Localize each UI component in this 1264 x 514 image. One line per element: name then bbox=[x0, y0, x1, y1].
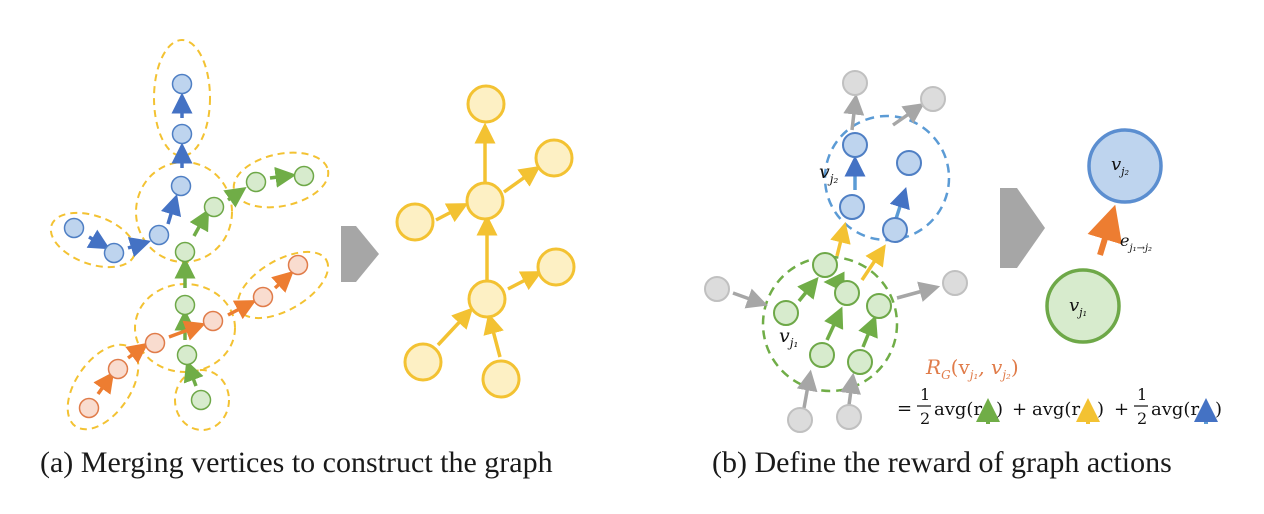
blue-node bbox=[843, 133, 867, 157]
fraction-denominator: 2 bbox=[920, 409, 930, 428]
blue-node bbox=[172, 177, 191, 196]
green-node bbox=[176, 243, 195, 262]
merged-node bbox=[397, 204, 433, 240]
green-node bbox=[813, 253, 837, 277]
term-avg: avg(r bbox=[1032, 399, 1080, 420]
orange-node bbox=[80, 399, 99, 418]
merge-groups bbox=[43, 40, 338, 442]
green-node bbox=[848, 350, 872, 374]
green-node bbox=[178, 346, 197, 365]
merged-node bbox=[405, 344, 441, 380]
green-node bbox=[810, 343, 834, 367]
gray-node bbox=[921, 87, 945, 111]
vertex-j2-label: vj₂ bbox=[819, 161, 838, 186]
green-node bbox=[192, 391, 211, 410]
blue-node bbox=[840, 195, 864, 219]
merged-node bbox=[467, 183, 503, 219]
term-avg: avg(r bbox=[1151, 399, 1199, 420]
merged-node bbox=[468, 86, 504, 122]
gray-node bbox=[788, 408, 812, 432]
caption-b: (b) Define the reward of graph actions bbox=[712, 446, 1172, 480]
fraction-numerator: 1 bbox=[1137, 385, 1147, 404]
orange-node bbox=[204, 312, 223, 331]
green-node bbox=[176, 296, 195, 315]
caption-a: (a) Merging vertices to construct the gr… bbox=[40, 446, 553, 480]
panel-b-abstract: vj₂ vj₁ ej₁→j₂ bbox=[1047, 130, 1161, 342]
merged-node bbox=[536, 140, 572, 176]
merge-group bbox=[229, 145, 334, 216]
merged-node bbox=[469, 281, 505, 317]
vertex-j1-label: vj₁ bbox=[779, 325, 798, 350]
reward-formula: RG(vj₁, vj₂) = 1 2 avg(r ) + avg(r ) + 1… bbox=[897, 355, 1222, 428]
blue-node bbox=[65, 219, 84, 238]
merged-node bbox=[538, 249, 574, 285]
blue-node bbox=[883, 218, 907, 242]
term-close: ) bbox=[1215, 399, 1222, 420]
gray-node bbox=[837, 405, 861, 429]
fraction-numerator: 1 bbox=[920, 385, 930, 404]
transform-arrow bbox=[341, 226, 379, 282]
green-node bbox=[835, 281, 859, 305]
blue-node bbox=[150, 226, 169, 245]
panel-a-trajectories bbox=[43, 40, 338, 442]
term-close: ) bbox=[996, 399, 1003, 420]
orange-node bbox=[289, 256, 308, 275]
merged-node bbox=[483, 361, 519, 397]
green-node bbox=[205, 198, 224, 217]
orange-node bbox=[146, 334, 165, 353]
edge-label: ej₁→j₂ bbox=[1120, 231, 1152, 254]
gray-node bbox=[705, 277, 729, 301]
edge-arrow bbox=[1100, 222, 1110, 255]
term-avg: avg(r bbox=[934, 399, 982, 420]
green-node bbox=[774, 301, 798, 325]
transform-arrow bbox=[1000, 188, 1045, 268]
green-node bbox=[295, 167, 314, 186]
orange-node bbox=[254, 288, 273, 307]
fraction-denominator: 2 bbox=[1137, 409, 1147, 428]
green-node bbox=[247, 173, 266, 192]
plus-sign: + bbox=[1114, 399, 1129, 420]
blue-node bbox=[105, 244, 124, 263]
gray-node bbox=[843, 71, 867, 95]
green-node bbox=[867, 294, 891, 318]
term-close: ) bbox=[1097, 399, 1104, 420]
orange-node bbox=[109, 360, 128, 379]
panel-a-merged-graph bbox=[397, 86, 574, 397]
trajectory-nodes bbox=[65, 75, 314, 418]
blue-node bbox=[897, 151, 921, 175]
blue-node bbox=[173, 75, 192, 94]
plus-sign: + bbox=[1012, 399, 1027, 420]
merge-group bbox=[227, 238, 339, 331]
gray-node bbox=[943, 271, 967, 295]
equals-sign: = bbox=[897, 398, 912, 419]
reward-lhs: RG(vj₁, vj₂) bbox=[925, 355, 1019, 382]
blue-node bbox=[173, 125, 192, 144]
